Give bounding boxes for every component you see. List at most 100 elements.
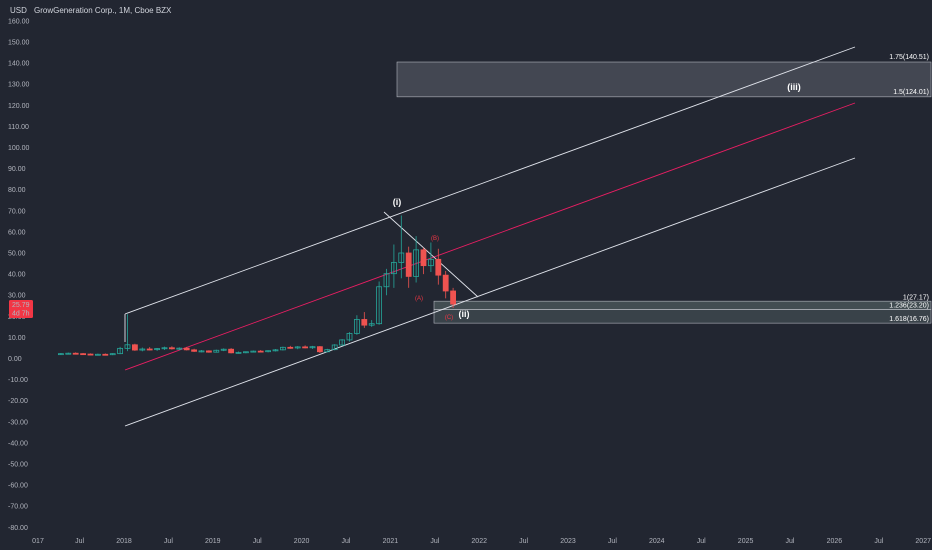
candle-body: [213, 349, 220, 353]
candle-body: [95, 353, 101, 356]
subwave-label-c: (C): [445, 315, 453, 321]
candle-body: [265, 350, 272, 353]
wave-label-i: (i): [393, 197, 402, 207]
candle-body: [250, 350, 257, 353]
y-tick-label: 30.00: [8, 293, 26, 300]
candle-body: [294, 346, 301, 349]
x-tick-label: 2021: [383, 538, 399, 545]
fib-zone-2: [433, 309, 932, 324]
y-axis: 160.00 150.00 140.00 130.00 120.00 110.00 100.…: [8, 18, 30, 531]
candle-body: [353, 319, 360, 334]
fib-zones: [396, 61, 932, 324]
x-tick-label: Jul: [608, 538, 617, 545]
candle-body: [154, 348, 161, 351]
candle-body: [287, 346, 294, 349]
x-tick-label: Jul: [786, 538, 795, 545]
candle-body: [420, 249, 427, 267]
channel-median-line: [124, 102, 856, 371]
y-tick-label: -20.00: [8, 398, 28, 405]
candle-body: [176, 347, 183, 350]
x-tick-label: 2022: [471, 538, 487, 545]
candle-body: [183, 347, 190, 351]
y-tick-label: 160.00: [8, 18, 30, 25]
candle-body: [117, 347, 123, 355]
fib-level-label: 1.75(140.51): [889, 54, 929, 61]
candle-body: [413, 249, 420, 277]
candle-body: [331, 344, 338, 351]
candle-body: [205, 350, 212, 353]
candle-body: [235, 351, 242, 354]
x-tick-label: 017: [32, 538, 44, 545]
y-tick-label: 100.00: [8, 145, 30, 152]
y-tick-label: 0.00: [8, 356, 22, 363]
y-tick-label: 120.00: [8, 103, 30, 110]
fib-level-label: 1.236(23.20): [889, 303, 929, 310]
candle-body: [168, 347, 175, 350]
x-tick-label: 2023: [560, 538, 576, 545]
fib-level-label: 1(27.17): [903, 295, 929, 302]
candle-body: [376, 286, 383, 325]
subwave-label-b: (B): [431, 236, 439, 242]
y-tick-label: -10.00: [8, 377, 28, 384]
candle-body: [390, 262, 397, 275]
y-tick-label: 130.00: [8, 82, 30, 89]
candle-body: [257, 350, 264, 353]
x-tick-label: Jul: [697, 538, 706, 545]
y-tick-label: -30.00: [8, 419, 28, 426]
price-badge-value: 25.79: [12, 302, 30, 309]
fib-level-label: 1.5(124.01): [893, 89, 929, 96]
price-badge-countdown: 4d 7h: [12, 311, 30, 318]
y-tick-label: 60.00: [8, 229, 26, 236]
candle-body: [309, 346, 316, 349]
y-tick-label: -40.00: [8, 440, 28, 447]
candle-body: [72, 352, 79, 355]
x-tick-label: Jul: [519, 538, 528, 545]
candle-body: [398, 252, 405, 263]
x-tick-label: Jul: [164, 538, 173, 545]
candle-body: [131, 344, 138, 351]
x-tick-label: 2024: [649, 538, 665, 545]
x-tick-label: 2019: [205, 538, 221, 545]
fib-zone-upper: [396, 61, 932, 98]
candle-body: [139, 348, 146, 351]
candle-body: [87, 353, 94, 356]
x-tick-label: 2027: [915, 538, 931, 545]
x-tick-label: 2018: [116, 538, 132, 545]
x-tick-label: 2020: [294, 538, 310, 545]
candle-body: [124, 344, 131, 349]
y-tick-label: 10.00: [8, 335, 26, 342]
candle-body: [383, 273, 390, 288]
candle-body: [228, 348, 235, 354]
candle-body: [198, 350, 205, 353]
y-tick-label: -80.00: [8, 525, 28, 532]
wave-annotations: (i) (ii) (iii) (A) (B) (C) 1.75(140.51) 1.5(124…: [393, 54, 929, 323]
candle-body: [450, 290, 457, 305]
candle-body: [316, 346, 323, 353]
y-tick-label: 150.00: [8, 40, 30, 47]
candle-body: [242, 351, 249, 354]
candle-body: [368, 323, 375, 326]
x-tick-label: 2025: [738, 538, 754, 545]
candle-body: [435, 258, 442, 276]
x-axis: 017 Jul 2018 Jul 2019 Jul 2020 Jul 2021 Jul 2022 Ju…: [32, 538, 931, 545]
y-tick-label: 110.00: [8, 124, 29, 131]
subwave-label-a: (A): [415, 296, 423, 302]
y-tick-label: 140.00: [8, 61, 30, 68]
candle-body: [405, 252, 412, 277]
x-tick-label: Jul: [430, 538, 439, 545]
channel-upper-line: [124, 46, 856, 315]
candle-body: [146, 348, 153, 351]
fib-zone-1: [433, 300, 932, 310]
y-tick-label: -70.00: [8, 504, 28, 511]
candle-body: [324, 349, 331, 353]
candle-body: [361, 319, 368, 326]
x-tick-label: Jul: [253, 538, 262, 545]
price-badge: 25.79 4d 7h: [9, 300, 33, 318]
candle-body: [346, 332, 353, 341]
candle-body: [65, 352, 72, 355]
wave-label-ii: (ii): [459, 309, 470, 319]
candle-body: [272, 349, 279, 352]
candle-body: [161, 347, 168, 350]
fib-level-label: 1.618(16.76): [889, 316, 929, 323]
